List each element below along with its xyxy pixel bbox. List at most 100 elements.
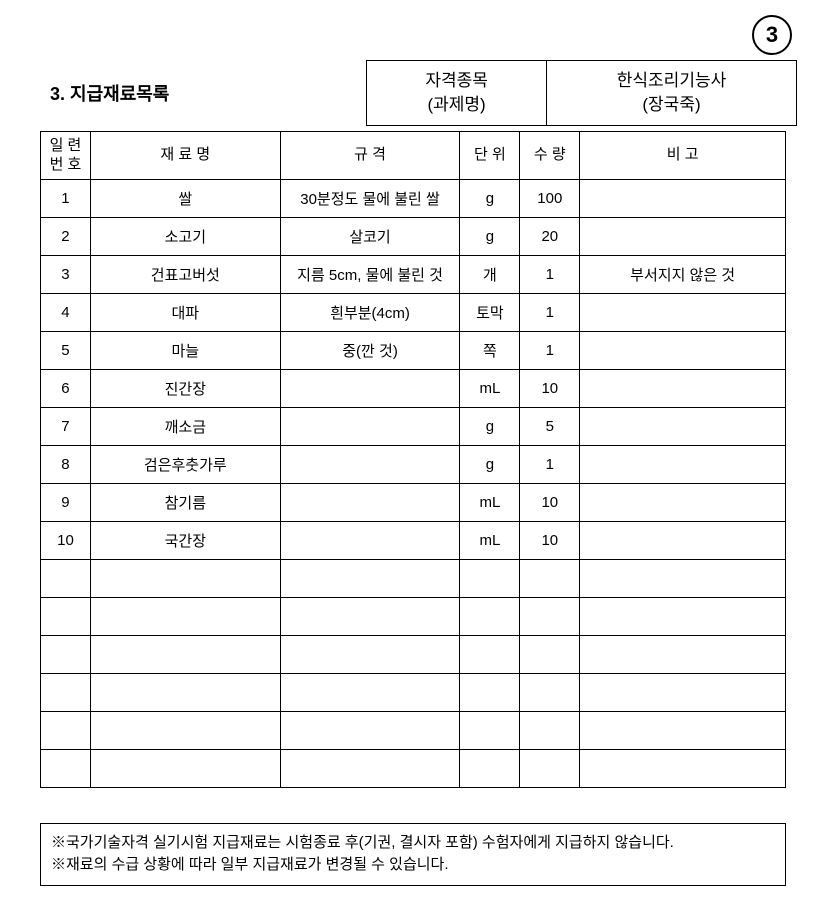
cell-no: 1 <box>41 179 91 217</box>
cell-unit: 토막 <box>460 293 520 331</box>
cell-note <box>580 445 786 483</box>
cell-unit: g <box>460 407 520 445</box>
cell-note <box>580 673 786 711</box>
cell-unit <box>460 635 520 673</box>
cell-no: 8 <box>41 445 91 483</box>
cell-unit <box>460 749 520 787</box>
cell-note <box>580 521 786 559</box>
cell-unit: 쪽 <box>460 331 520 369</box>
header-box2-line1: 한식조리기능사 <box>547 69 796 93</box>
table-row <box>41 559 786 597</box>
th-unit: 단 위 <box>460 131 520 179</box>
cell-name: 쌀 <box>90 179 280 217</box>
cell-name: 참기름 <box>90 483 280 521</box>
cell-no <box>41 635 91 673</box>
cell-qty: 1 <box>520 445 580 483</box>
cell-qty: 10 <box>520 483 580 521</box>
th-no-line1: 일 련 <box>45 136 86 156</box>
cell-no: 4 <box>41 293 91 331</box>
cell-note <box>580 179 786 217</box>
cell-no: 9 <box>41 483 91 521</box>
th-spec: 규 격 <box>280 131 460 179</box>
cell-note <box>580 217 786 255</box>
th-note: 비 고 <box>580 131 786 179</box>
cell-qty: 1 <box>520 255 580 293</box>
table-row: 10국간장mL10 <box>41 521 786 559</box>
header-box-qualification: 자격종목 (과제명) <box>366 60 546 126</box>
table-row <box>41 749 786 787</box>
table-row <box>41 597 786 635</box>
cell-spec: 흰부분(4cm) <box>280 293 460 331</box>
cell-name: 대파 <box>90 293 280 331</box>
footer-notice: ※국가기술자격 실기시험 지급재료는 시험종료 후(기권, 결시자 포함) 수험… <box>40 823 786 886</box>
th-name: 재 료 명 <box>90 131 280 179</box>
table-row: 3건표고버섯지름 5cm, 물에 불린 것개1부서지지 않은 것 <box>41 255 786 293</box>
cell-spec <box>280 407 460 445</box>
table-row: 1쌀30분정도 물에 불린 쌀g100 <box>41 179 786 217</box>
cell-spec <box>280 749 460 787</box>
table-row: 9참기름 mL10 <box>41 483 786 521</box>
table-row: 5마늘중(깐 것)쪽1 <box>41 331 786 369</box>
table-row <box>41 673 786 711</box>
cell-note <box>580 749 786 787</box>
cell-unit <box>460 673 520 711</box>
cell-no: 10 <box>41 521 91 559</box>
cell-name: 소고기 <box>90 217 280 255</box>
cell-spec <box>280 445 460 483</box>
cell-no <box>41 559 91 597</box>
cell-qty <box>520 711 580 749</box>
footer-line1: ※국가기술자격 실기시험 지급재료는 시험종료 후(기권, 결시자 포함) 수험… <box>51 832 775 855</box>
header-area: 3. 지급재료목록 자격종목 (과제명) 한식조리기능사 (장국죽) <box>30 60 797 126</box>
table-row <box>41 635 786 673</box>
cell-unit: mL <box>460 521 520 559</box>
cell-qty: 1 <box>520 293 580 331</box>
cell-note <box>580 483 786 521</box>
cell-no: 7 <box>41 407 91 445</box>
cell-spec <box>280 483 460 521</box>
table-row <box>41 711 786 749</box>
cell-qty <box>520 635 580 673</box>
page-number-badge: 3 <box>752 15 792 55</box>
document-title: 3. 지급재료목록 <box>30 60 366 126</box>
cell-qty: 10 <box>520 521 580 559</box>
cell-unit: mL <box>460 483 520 521</box>
cell-no: 6 <box>41 369 91 407</box>
th-no-line2: 번 호 <box>45 155 86 175</box>
cell-name: 마늘 <box>90 331 280 369</box>
cell-qty <box>520 749 580 787</box>
cell-spec: 중(깐 것) <box>280 331 460 369</box>
cell-no: 2 <box>41 217 91 255</box>
cell-name: 깨소금 <box>90 407 280 445</box>
header-box2-line2: (장국죽) <box>547 93 796 117</box>
cell-name <box>90 597 280 635</box>
cell-spec <box>280 521 460 559</box>
header-box-course: 한식조리기능사 (장국죽) <box>546 60 797 126</box>
cell-name: 검은후춧가루 <box>90 445 280 483</box>
cell-spec: 30분정도 물에 불린 쌀 <box>280 179 460 217</box>
cell-qty: 1 <box>520 331 580 369</box>
cell-qty <box>520 559 580 597</box>
cell-note: 부서지지 않은 것 <box>580 255 786 293</box>
cell-note <box>580 293 786 331</box>
cell-qty: 5 <box>520 407 580 445</box>
cell-spec <box>280 559 460 597</box>
page-number-text: 3 <box>766 22 778 48</box>
cell-note <box>580 559 786 597</box>
cell-no <box>41 673 91 711</box>
cell-unit <box>460 559 520 597</box>
cell-unit: g <box>460 179 520 217</box>
cell-no <box>41 749 91 787</box>
header-box1-line1: 자격종목 <box>367 69 546 93</box>
footer-line2: ※재료의 수급 상황에 따라 일부 지급재료가 변경될 수 있습니다. <box>51 854 775 877</box>
cell-spec: 살코기 <box>280 217 460 255</box>
cell-name <box>90 711 280 749</box>
cell-note <box>580 597 786 635</box>
cell-name <box>90 749 280 787</box>
cell-note <box>580 331 786 369</box>
cell-spec <box>280 711 460 749</box>
th-no: 일 련 번 호 <box>41 131 91 179</box>
cell-qty: 10 <box>520 369 580 407</box>
cell-name <box>90 559 280 597</box>
cell-no <box>41 711 91 749</box>
cell-note <box>580 407 786 445</box>
